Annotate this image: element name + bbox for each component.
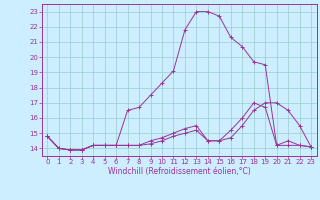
X-axis label: Windchill (Refroidissement éolien,°C): Windchill (Refroidissement éolien,°C) (108, 167, 251, 176)
